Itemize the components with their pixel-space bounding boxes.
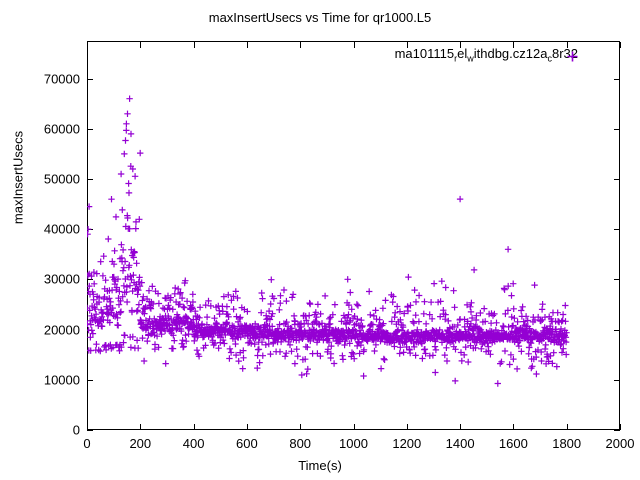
- y-axis-tick-label: 60000: [43, 121, 80, 137]
- legend: ma101115relwithdbg.cz12ac8r32: [395, 46, 578, 64]
- x-axis-tick-mark: [246, 42, 248, 48]
- y-axis-tick-mark: [614, 379, 620, 381]
- x-axis-tick-label: 600: [236, 436, 258, 451]
- y-axis-tick-label: 10000: [43, 372, 80, 388]
- y-axis-tick-mark: [614, 179, 620, 181]
- x-axis-tick-mark: [193, 42, 195, 48]
- legend-label-part: w: [467, 53, 474, 64]
- x-axis-tick-mark: [353, 424, 355, 430]
- x-axis-tick-label: 800: [289, 436, 312, 451]
- y-axis-tick-label: 20000: [43, 322, 80, 338]
- x-axis-tick-mark: [460, 42, 462, 48]
- legend-marker-icon: [567, 51, 578, 62]
- x-axis-tick-mark: [406, 424, 408, 430]
- scatter-point-group: [87, 95, 570, 387]
- x-axis-tick-label: 1000: [339, 436, 368, 451]
- y-axis-tick-label: 50000: [43, 171, 80, 187]
- legend-label-part: r: [454, 53, 458, 64]
- x-axis-tick-mark: [140, 42, 142, 48]
- legend-label-part: ma101115: [394, 46, 455, 61]
- x-axis-label: Time(s): [298, 458, 342, 473]
- x-axis-tick-mark: [513, 424, 515, 430]
- y-axis-tick-mark: [614, 229, 620, 231]
- x-axis-tick-mark: [353, 42, 355, 48]
- x-axis-tick-label: 1800: [552, 436, 582, 451]
- y-axis-tick-mark: [87, 379, 93, 381]
- y-axis-label: maxInsertUsecs: [10, 130, 26, 225]
- x-axis-tick-mark: [300, 42, 302, 48]
- y-axis-tick-label: 70000: [43, 71, 80, 87]
- x-axis-tick-label: 1400: [445, 436, 475, 451]
- x-axis-tick-label: 200: [129, 436, 152, 451]
- x-axis-tick-label: 1200: [392, 436, 422, 451]
- y-axis-tick-label: 40000: [43, 221, 80, 237]
- x-axis-tick-label: 0: [83, 436, 91, 451]
- x-axis-tick-label: 1600: [498, 436, 528, 451]
- page-title: maxInsertUsecs vs Time for qr1000.L5: [208, 10, 432, 25]
- y-axis-tick-mark: [614, 279, 620, 281]
- y-axis-tick-mark: [87, 430, 93, 431]
- x-axis-tick-mark: [406, 42, 408, 48]
- x-axis-tick-mark: [460, 424, 462, 430]
- y-axis-tick-mark: [87, 279, 93, 281]
- y-axis-tick-mark: [614, 128, 620, 130]
- x-axis-tick-mark: [193, 424, 195, 430]
- y-axis-tick-label: 30000: [43, 271, 80, 287]
- y-axis-tick-mark: [87, 78, 93, 80]
- x-axis-tick-label: 400: [182, 436, 205, 451]
- y-axis-tick-label: 0: [72, 422, 80, 438]
- y-axis-tick-mark: [614, 329, 620, 331]
- legend-label-part: el: [457, 46, 468, 61]
- legend-label-part: ithdbg.cz12a: [473, 46, 548, 61]
- x-axis-tick-mark: [620, 42, 621, 48]
- x-axis-tick-mark: [300, 424, 302, 430]
- x-axis-tick-mark: [566, 42, 568, 48]
- y-axis-tick-mark: [614, 430, 620, 431]
- y-axis-tick-mark: [614, 78, 620, 80]
- x-axis-tick-mark: [140, 424, 142, 430]
- x-axis-tick-mark: [246, 424, 248, 430]
- y-axis-tick-mark: [87, 128, 93, 130]
- scatter-data-layer: [87, 95, 570, 387]
- x-axis-tick-mark: [513, 42, 515, 48]
- y-axis-tick-mark: [87, 179, 93, 181]
- legend-label-part: c: [547, 53, 552, 64]
- x-axis-tick-label: 2000: [605, 436, 635, 451]
- x-axis-tick-mark: [566, 424, 568, 430]
- legend-series-label: ma101115relwithdbg.cz12ac8r32: [394, 46, 578, 64]
- x-axis-tick-mark: [620, 424, 621, 430]
